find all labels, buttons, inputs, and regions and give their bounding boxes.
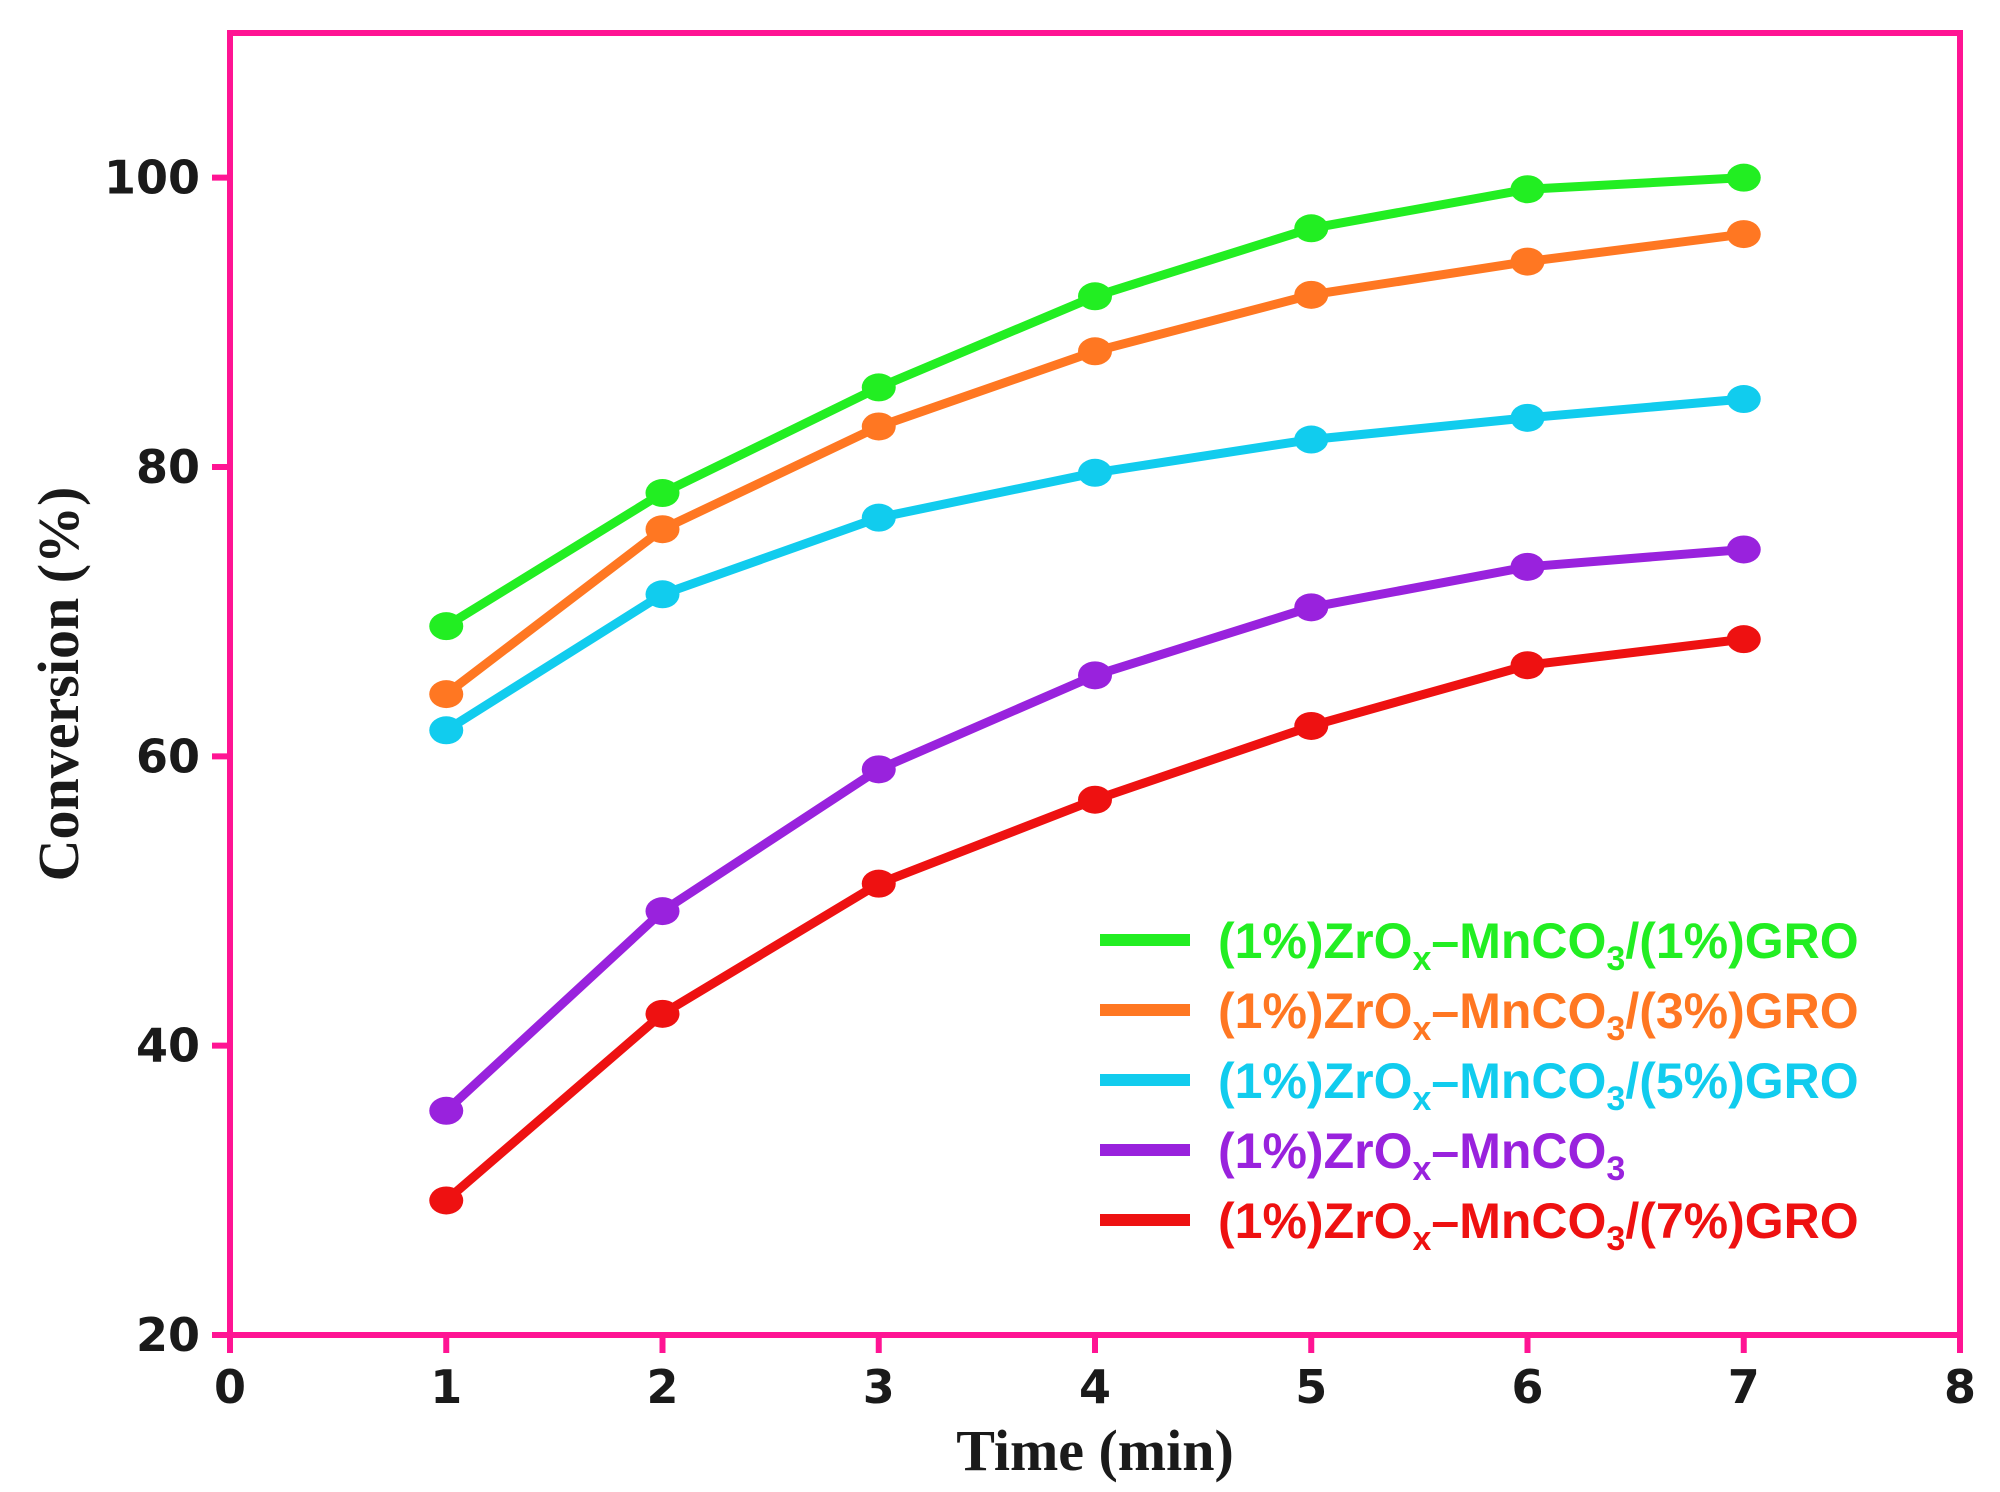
legend-text-part: –MnCO — [1431, 913, 1606, 969]
data-point — [429, 1096, 464, 1125]
y-tick-label: 20 — [136, 1308, 200, 1362]
legend-entry: (1%)ZrOx–MnCO3 — [1100, 1123, 1625, 1188]
data-point — [1510, 403, 1545, 432]
series-2 — [429, 220, 1761, 709]
data-point — [1294, 280, 1329, 309]
legend-entry: (1%)ZrOx–MnCO3/(7%)GRO — [1100, 1193, 1859, 1258]
data-point — [429, 1186, 464, 1215]
data-point — [645, 515, 680, 544]
series-line — [441, 173, 1749, 631]
series-5 — [429, 625, 1761, 1215]
data-point — [429, 716, 464, 745]
x-tick-label: 1 — [430, 1360, 462, 1414]
legend-subscript: 3 — [1606, 1150, 1625, 1188]
legend-subscript: 3 — [1606, 1080, 1625, 1118]
data-point — [1294, 711, 1329, 740]
legend-label: (1%)ZrOx–MnCO3/(1%)GRO — [1218, 913, 1859, 978]
legend-label: (1%)ZrOx–MnCO3/(7%)GRO — [1218, 1193, 1859, 1258]
legend-text-part: (1%)ZrO — [1218, 983, 1412, 1039]
data-point — [1294, 425, 1329, 454]
data-point — [1078, 337, 1112, 366]
data-point — [645, 897, 680, 926]
data-point — [1510, 552, 1545, 581]
legend-subscript: 3 — [1606, 1220, 1625, 1258]
data-point — [1726, 220, 1761, 249]
series-layer — [429, 163, 1761, 1215]
data-point — [1510, 651, 1545, 680]
data-point — [861, 373, 896, 402]
legend-label: (1%)ZrOx–MnCO3/(5%)GRO — [1218, 1053, 1859, 1118]
data-point — [1510, 175, 1545, 204]
legend-text-part: –MnCO — [1431, 983, 1606, 1039]
series-1 — [429, 163, 1761, 641]
legend-label: (1%)ZrOx–MnCO3/(3%)GRO — [1218, 983, 1859, 1048]
x-tick-label: 7 — [1728, 1360, 1760, 1414]
legend-text-part: (1%)ZrO — [1218, 1053, 1412, 1109]
legend-subscript: x — [1412, 1010, 1431, 1048]
x-tick-label: 0 — [214, 1360, 246, 1414]
legend-subscript: 3 — [1606, 940, 1625, 978]
legend-text-part: –MnCO — [1431, 1053, 1606, 1109]
data-point — [1510, 247, 1545, 276]
data-point — [645, 479, 680, 508]
data-point — [1726, 385, 1761, 414]
legend-subscript: x — [1412, 1220, 1431, 1258]
x-axis-title: Time (min) — [956, 1418, 1234, 1483]
legend: (1%)ZrOx–MnCO3/(1%)GRO(1%)ZrOx–MnCO3/(3%… — [1100, 913, 1859, 1258]
legend-entry: (1%)ZrOx–MnCO3/(5%)GRO — [1100, 1053, 1859, 1118]
legend-subscript: x — [1412, 1150, 1431, 1188]
y-axis-title: Conversion (%) — [26, 487, 91, 882]
data-point — [1078, 458, 1112, 487]
data-point — [1294, 214, 1329, 243]
x-tick-label: 2 — [646, 1360, 678, 1414]
legend-subscript: 3 — [1606, 1010, 1625, 1048]
legend-text-part: /(3%)GRO — [1625, 983, 1858, 1039]
legend-entry: (1%)ZrOx–MnCO3/(3%)GRO — [1100, 983, 1859, 1048]
data-point — [1078, 785, 1112, 814]
legend-text-part: (1%)ZrO — [1218, 1123, 1412, 1179]
axes: 0 1 2 3 4 5 6 7 8 20 40 60 80 100 — [104, 151, 1976, 1414]
legend-text-part: /(7%)GRO — [1625, 1193, 1858, 1249]
x-tick-label: 8 — [1944, 1360, 1976, 1414]
x-tick-label: 5 — [1295, 1360, 1327, 1414]
legend-text-part: /(5%)GRO — [1625, 1053, 1858, 1109]
legend-text-part: –MnCO — [1431, 1193, 1606, 1249]
series-4 — [429, 535, 1761, 1125]
y-tick-label: 40 — [136, 1019, 200, 1073]
data-point — [645, 580, 680, 609]
legend-text-part: /(1%)GRO — [1625, 913, 1858, 969]
data-point — [1726, 535, 1761, 564]
data-point — [429, 612, 464, 641]
x-tick-label: 6 — [1511, 1360, 1543, 1414]
legend-text-part: (1%)ZrO — [1218, 1193, 1412, 1249]
data-point — [1078, 282, 1112, 311]
legend-subscript: x — [1412, 1080, 1431, 1118]
data-point — [1726, 163, 1761, 192]
data-point — [861, 412, 896, 441]
x-tick-label: 4 — [1079, 1360, 1111, 1414]
data-point — [1294, 593, 1329, 622]
data-point — [861, 869, 896, 898]
y-tick-label: 60 — [136, 729, 200, 783]
legend-subscript: x — [1412, 940, 1431, 978]
data-point — [1726, 625, 1761, 654]
legend-text-part: –MnCO — [1431, 1123, 1606, 1179]
data-point — [861, 755, 896, 784]
data-point — [1078, 661, 1112, 690]
y-tick-label: 100 — [104, 151, 200, 205]
series-3 — [429, 385, 1761, 745]
legend-text-part: (1%)ZrO — [1218, 913, 1412, 969]
x-tick-label: 3 — [863, 1360, 895, 1414]
data-point — [645, 999, 680, 1028]
legend-label: (1%)ZrOx–MnCO3 — [1218, 1123, 1625, 1188]
data-point — [861, 503, 896, 532]
legend-entry: (1%)ZrOx–MnCO3/(1%)GRO — [1100, 913, 1859, 978]
data-point — [429, 680, 464, 709]
y-tick-label: 80 — [136, 440, 200, 494]
